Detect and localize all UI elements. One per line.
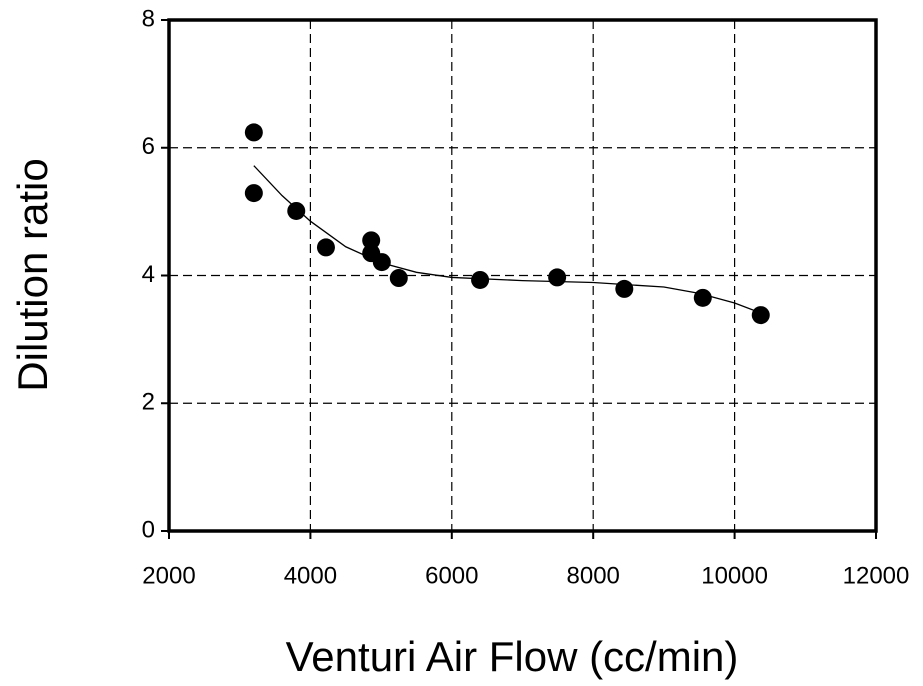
x-tick-label: 6000 bbox=[425, 562, 478, 589]
plot-frame bbox=[167, 18, 878, 533]
data-point bbox=[316, 238, 335, 257]
data-point bbox=[372, 253, 391, 272]
x-axis-label: Venturi Air Flow (cc/min) bbox=[286, 633, 739, 680]
fit-curve bbox=[253, 165, 764, 315]
data-point bbox=[751, 306, 770, 325]
y-tick-label: 2 bbox=[142, 389, 155, 416]
y-tick-label: 6 bbox=[142, 133, 155, 160]
data-point bbox=[615, 279, 634, 298]
y-tick-label: 8 bbox=[142, 5, 155, 32]
x-tick-label: 12000 bbox=[843, 562, 910, 589]
x-tick-label: 2000 bbox=[142, 562, 195, 589]
data-point bbox=[548, 268, 567, 287]
y-axis-label: Dilution ratio bbox=[9, 158, 56, 391]
x-tick-label: 4000 bbox=[284, 562, 337, 589]
data-point bbox=[693, 288, 712, 307]
x-tick-label: 10000 bbox=[701, 562, 768, 589]
x-tick-label: 8000 bbox=[567, 562, 620, 589]
y-tick-label: 4 bbox=[142, 261, 155, 288]
data-point bbox=[244, 123, 263, 142]
data-point bbox=[471, 270, 490, 289]
data-point bbox=[362, 231, 381, 250]
data-point bbox=[244, 184, 263, 203]
y-tick-label: 0 bbox=[142, 516, 155, 543]
data-point bbox=[287, 201, 306, 220]
data-point bbox=[389, 269, 408, 288]
